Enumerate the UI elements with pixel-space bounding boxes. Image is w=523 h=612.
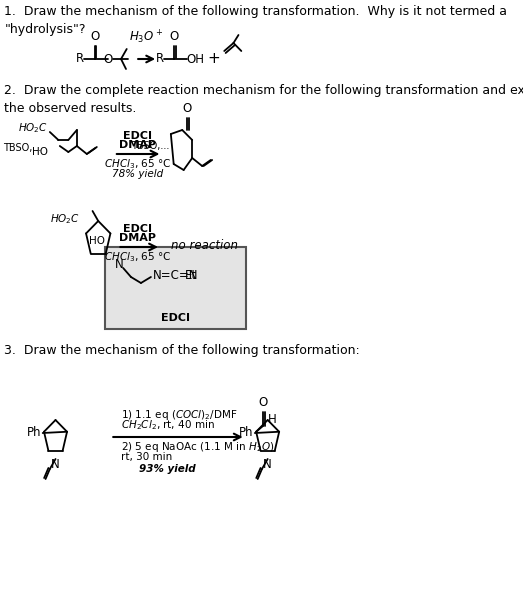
Text: DMAP: DMAP (119, 140, 156, 150)
Text: 1.  Draw the mechanism of the following transformation.  Why is it not termed a
: 1. Draw the mechanism of the following t… (4, 5, 507, 36)
Text: EDCI: EDCI (123, 224, 152, 234)
Text: OH: OH (187, 53, 204, 65)
Text: N: N (115, 258, 124, 271)
Text: Ph: Ph (239, 425, 254, 439)
Text: 78% yield: 78% yield (112, 169, 163, 179)
Text: $CHCl_3$, 65 °C: $CHCl_3$, 65 °C (104, 250, 171, 264)
Text: H: H (268, 413, 276, 426)
Text: Et: Et (185, 269, 197, 282)
Text: 3.  Draw the mechanism of the following transformation:: 3. Draw the mechanism of the following t… (4, 344, 360, 357)
Text: $HO_2C$: $HO_2C$ (50, 212, 79, 226)
Text: TBSO,...: TBSO,... (3, 143, 41, 153)
Text: N: N (51, 458, 60, 471)
Text: $HO_2C$: $HO_2C$ (18, 121, 49, 135)
Text: Ph: Ph (27, 425, 41, 439)
Text: TBSO,...: TBSO,... (131, 141, 169, 151)
Text: O: O (259, 396, 268, 409)
Text: DMAP: DMAP (119, 233, 156, 243)
Text: $CH_2Cl_2$, rt, 40 min: $CH_2Cl_2$, rt, 40 min (121, 418, 215, 432)
Text: $H_3O^+$: $H_3O^+$ (129, 29, 163, 46)
Text: O: O (104, 53, 113, 65)
Text: HO: HO (32, 147, 49, 157)
Text: 93% yield: 93% yield (139, 464, 196, 474)
Text: N=C=N: N=C=N (153, 269, 199, 282)
Text: HO: HO (89, 236, 105, 246)
Text: R: R (156, 51, 164, 64)
Text: 2) 5 eq NaOAc (1.1 M in $H_2O$): 2) 5 eq NaOAc (1.1 M in $H_2O$) (121, 440, 275, 454)
Text: R: R (76, 51, 84, 64)
Text: 1) 1.1 eq $(COCl)_2$/DMF: 1) 1.1 eq $(COCl)_2$/DMF (121, 408, 237, 422)
Text: no reaction: no reaction (171, 239, 238, 252)
Text: EDCI: EDCI (123, 131, 152, 141)
Text: O: O (90, 30, 99, 43)
Text: O: O (170, 30, 179, 43)
Text: rt, 30 min: rt, 30 min (121, 452, 172, 462)
Text: $CHCl_3$, 65 °C: $CHCl_3$, 65 °C (104, 157, 171, 171)
Text: +: + (207, 51, 220, 65)
Text: EDCI: EDCI (161, 313, 190, 323)
Text: 2.  Draw the complete reaction mechanism for the following transformation and ex: 2. Draw the complete reaction mechanism … (4, 84, 523, 115)
Text: O: O (183, 102, 192, 115)
Bar (105, 247, 246, 329)
Text: N: N (263, 458, 272, 471)
